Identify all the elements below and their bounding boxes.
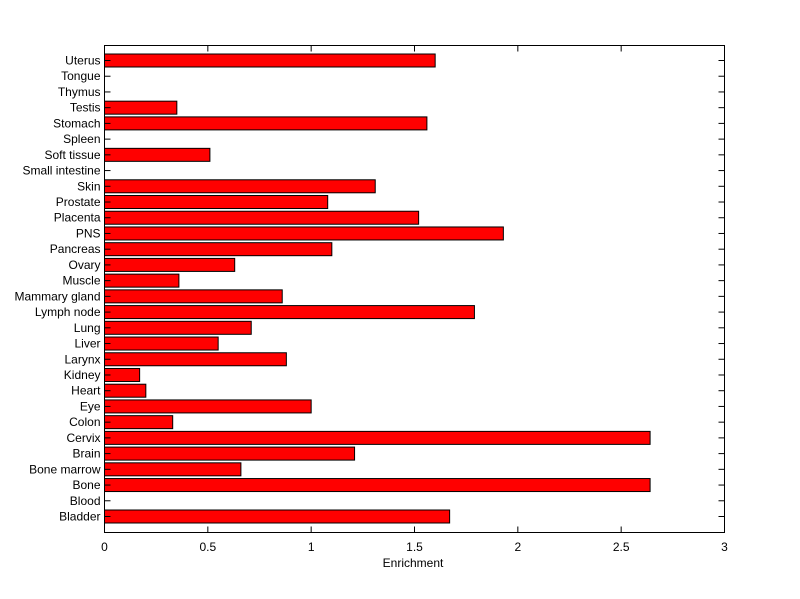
x-tick-label: 1.5 [406, 540, 423, 554]
bar [104, 399, 312, 414]
bar [104, 195, 329, 210]
y-tick-label: Soft tissue [44, 148, 100, 162]
y-tick-label: Colon [69, 415, 100, 429]
y-tick-label: Brain [72, 447, 100, 461]
bar [104, 415, 174, 430]
y-tick-label: Spleen [63, 132, 100, 146]
y-tick-label: Prostate [56, 195, 101, 209]
x-tick-label: 1 [308, 540, 315, 554]
bar [104, 289, 283, 304]
y-tick-label: Tongue [61, 69, 101, 83]
bar [104, 116, 428, 131]
y-tick-label: Larynx [64, 352, 100, 366]
x-tick-label: 3 [721, 540, 728, 554]
y-tick-label: Uterus [65, 54, 100, 68]
y-tick-label: Eye [80, 399, 101, 413]
bar [104, 53, 436, 68]
y-tick-label: Muscle [62, 274, 100, 288]
y-tick-label: Lymph node [35, 305, 101, 319]
y-tick-label: Skin [77, 179, 100, 193]
y-tick-label: PNS [76, 226, 101, 240]
y-tick-label: Bone [72, 478, 100, 492]
y-tick-label: Thymus [58, 85, 101, 99]
y-tick-label: Cervix [66, 431, 100, 445]
bar [104, 210, 420, 225]
bar [104, 257, 236, 272]
y-tick-label: Lung [74, 321, 101, 335]
y-tick-label: Mammary gland [14, 289, 100, 303]
bar [104, 509, 451, 524]
y-tick-label: Kidney [64, 368, 101, 382]
bar [104, 100, 178, 115]
y-tick-label: Liver [74, 337, 100, 351]
bar [104, 462, 242, 477]
bar [104, 273, 180, 288]
bar [104, 320, 252, 335]
x-tick-label: 0 [101, 540, 108, 554]
y-tick-label: Heart [71, 384, 101, 398]
bar [104, 383, 147, 398]
x-tick-label: 0.5 [199, 540, 216, 554]
y-tick-label: Blood [70, 494, 101, 508]
bar [104, 430, 651, 445]
bar [104, 478, 651, 493]
y-tick-label: Testis [70, 101, 101, 115]
x-tick-label: 2.5 [613, 540, 630, 554]
bar [104, 147, 211, 162]
y-tick-label: Bladder [59, 510, 100, 524]
y-tick-label: Stomach [53, 116, 100, 130]
bar [104, 336, 219, 351]
bar [104, 446, 356, 461]
y-tick-label: Placenta [54, 211, 101, 225]
bar [104, 226, 504, 241]
x-tick-label: 2 [514, 540, 521, 554]
bar [104, 352, 287, 367]
x-axis-label: Enrichment [383, 556, 444, 570]
bar [104, 305, 475, 320]
bar [104, 242, 333, 257]
y-tick-label: Bone marrow [29, 462, 101, 476]
y-tick-label: Pancreas [50, 242, 101, 256]
y-tick-label: Small intestine [22, 164, 100, 178]
y-tick-label: Ovary [68, 258, 100, 272]
bar [104, 179, 376, 194]
